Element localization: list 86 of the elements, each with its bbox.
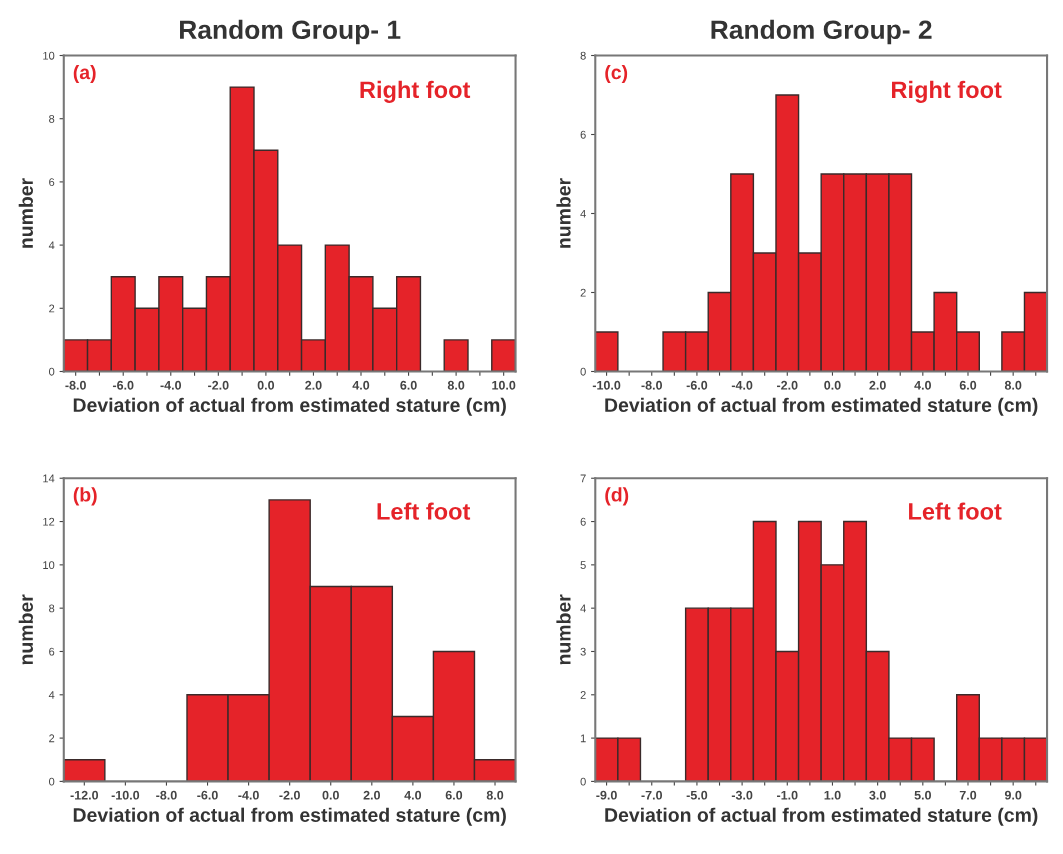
x-tick-label: -9.0 — [596, 790, 617, 800]
x-tick-label: -5.0 — [686, 790, 708, 800]
y-tick-label: 6 — [580, 130, 586, 139]
x-tick-label: -2.0 — [777, 380, 798, 390]
x-tick-label: 8.0 — [486, 790, 504, 800]
x-tick-label: -8.0 — [65, 380, 86, 390]
x-tick-label: 7.0 — [959, 790, 977, 800]
y-tick-label: 14 — [43, 474, 55, 483]
x-tick-label: -8.0 — [641, 380, 663, 390]
y-tick-label: 2 — [49, 304, 55, 313]
y-tick-label: 6 — [49, 178, 55, 187]
x-tick-label: 8.0 — [447, 380, 465, 390]
x-tick-label: 6.0 — [959, 380, 977, 390]
annotation: (a) — [73, 64, 96, 84]
annotation: Right foot — [360, 80, 471, 103]
y-tick-label: 5 — [580, 561, 586, 569]
annotation: (d) — [605, 487, 629, 506]
annotation: Left foot — [377, 502, 471, 520]
x-axis-title: Deviation of actual from estimated stature (cm) — [73, 397, 506, 416]
annotation: Right foot — [892, 80, 1002, 103]
chart-title: Random Group- 1 — [180, 19, 401, 45]
y-tick-label: 3 — [580, 647, 586, 656]
x-tick-label: -2.0 — [208, 380, 229, 390]
y-tick-label: 2 — [580, 691, 586, 699]
x-tick-label: -10.0 — [592, 380, 621, 390]
y-tick-label: 4 — [48, 691, 55, 699]
x-tick-label: -12.0 — [70, 790, 99, 800]
x-tick-label: 3.0 — [869, 790, 886, 800]
y-tick-label: 0 — [580, 777, 586, 786]
y-tick-label: 8 — [580, 51, 586, 60]
x-tick-label: -2.0 — [279, 790, 300, 800]
x-tick-label: -4.0 — [160, 380, 182, 390]
y-tick-label: 10 — [43, 561, 55, 569]
chart-title: Random Group- 2 — [711, 19, 932, 45]
x-tick-label: 6.0 — [445, 790, 463, 800]
x-tick-label: 4.0 — [352, 380, 370, 390]
y-tick-label: 7 — [580, 474, 586, 483]
y-tick-label: 0 — [580, 367, 586, 376]
y-tick-label: 4 — [48, 241, 55, 250]
y-tick-label: 6 — [49, 647, 55, 656]
y-tick-label: 2 — [580, 288, 586, 297]
x-tick-label: 2.0 — [363, 790, 380, 800]
x-axis-title: Deviation of actual from estimated stature (cm) — [73, 807, 506, 826]
x-tick-label: -10.0 — [111, 790, 140, 800]
y-tick-label: 0 — [49, 777, 55, 786]
y-tick-label: 8 — [49, 604, 55, 613]
annotation: (c) — [605, 64, 628, 84]
x-tick-label: -7.0 — [641, 790, 663, 800]
y-tick-label: 1 — [580, 734, 586, 743]
x-tick-label: -4.0 — [238, 790, 259, 800]
y-tick-label: 0 — [49, 367, 55, 376]
y-axis-title: number — [18, 594, 33, 665]
y-axis-title: number — [18, 178, 33, 248]
y-tick-label: 8 — [49, 114, 55, 123]
x-tick-label: 6.0 — [400, 380, 417, 390]
x-tick-label: 4.0 — [914, 380, 931, 390]
y-tick-label: 4 — [580, 209, 586, 218]
x-tick-label: 9.0 — [1004, 790, 1022, 800]
x-tick-label: -4.0 — [731, 380, 753, 390]
y-tick-label: 6 — [580, 517, 586, 526]
x-tick-label: 2.0 — [869, 380, 886, 390]
x-tick-label: 8.0 — [1004, 380, 1022, 390]
x-tick-label: 5.0 — [914, 790, 931, 800]
x-axis-title: Deviation of actual from estimated stature (cm) — [605, 397, 1038, 416]
y-tick-label: 12 — [43, 517, 55, 526]
x-tick-label: -6.0 — [112, 380, 134, 390]
x-tick-label: 4.0 — [404, 790, 422, 800]
x-tick-label: -8.0 — [156, 790, 177, 800]
y-axis-title: number — [556, 178, 571, 248]
x-tick-label: 0.0 — [257, 380, 275, 390]
x-tick-label: -1.0 — [777, 790, 798, 800]
annotation: (b) — [73, 487, 97, 506]
x-tick-label: -3.0 — [731, 790, 753, 800]
x-tick-label: 2.0 — [305, 380, 322, 390]
x-tick-label: 0.0 — [824, 380, 841, 390]
x-tick-label: 10.0 — [492, 380, 516, 390]
x-tick-label: 0.0 — [322, 790, 339, 800]
y-tick-label: 2 — [49, 734, 55, 743]
x-axis-title: Deviation of actual from estimated stature (cm) — [605, 807, 1038, 826]
y-tick-label: 10 — [43, 51, 55, 60]
annotation: Left foot — [909, 502, 1002, 520]
y-tick-label: 4 — [580, 604, 586, 613]
y-axis-title: number — [556, 594, 571, 665]
x-tick-label: -6.0 — [197, 790, 218, 800]
x-tick-label: -6.0 — [686, 380, 708, 390]
x-tick-label: 1.0 — [824, 790, 841, 800]
